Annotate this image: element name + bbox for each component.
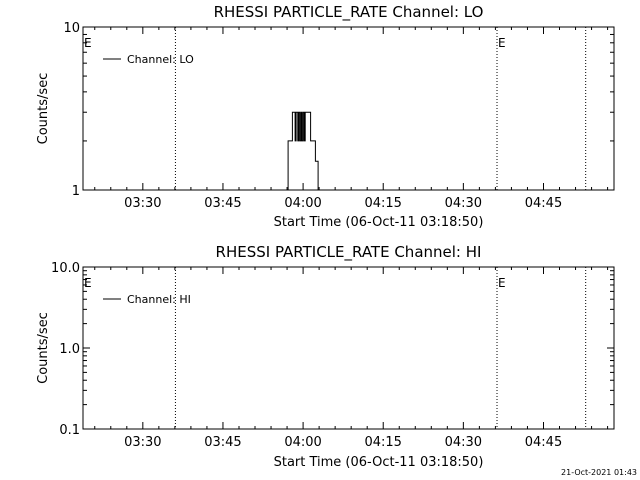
lo-x-tick-label: 04:45 bbox=[525, 196, 562, 211]
hi-axis-frame bbox=[82, 266, 615, 430]
lo-y-tick-label: 10 bbox=[63, 21, 80, 36]
hi-x-tick-label: 04:00 bbox=[284, 435, 321, 450]
lo-x-tick-label: 04:00 bbox=[284, 196, 321, 211]
hi-x-tick-label: 04:45 bbox=[525, 435, 562, 450]
lo-series-line bbox=[285, 111, 321, 191]
hi-x-axis-label: Start Time (06-Oct-11 03:18:50) bbox=[274, 455, 484, 470]
lo-x-tick-label: 04:30 bbox=[445, 196, 482, 211]
hi-y-tick-label: 0.1 bbox=[59, 423, 80, 438]
hi-legend-label: Channel: HI bbox=[127, 293, 191, 306]
lo-legend-label: Channel: LO bbox=[127, 53, 194, 66]
footer-timestamp: 21-Oct-2021 01:43 bbox=[561, 468, 637, 477]
hi-chart-title: RHESSI PARTICLE_RATE Channel: HI bbox=[216, 243, 482, 262]
lo-y-tick-label: 1 bbox=[72, 184, 80, 199]
lo-event-marker-label: E bbox=[84, 36, 92, 50]
lo-x-tick-label: 03:45 bbox=[204, 196, 241, 211]
hi-panel: RHESSI PARTICLE_RATE Channel: HI 03:30 03:… bbox=[36, 243, 615, 470]
lo-axis-frame bbox=[82, 26, 615, 191]
hi-event-marker-label: E bbox=[84, 276, 92, 290]
hi-event-marker-label: E bbox=[498, 276, 506, 290]
lo-chart-title: RHESSI PARTICLE_RATE Channel: LO bbox=[214, 3, 484, 22]
hi-x-tick-label: 04:30 bbox=[445, 435, 482, 450]
lo-x-tick-label: 04:15 bbox=[364, 196, 401, 211]
lo-y-axis-label: Counts/sec bbox=[36, 73, 51, 145]
lo-event-marker-label: E bbox=[498, 36, 506, 50]
hi-y-tick-label: 10.0 bbox=[51, 261, 80, 276]
hi-x-tick-label: 03:45 bbox=[204, 435, 241, 450]
hi-y-axis-label: Counts/sec bbox=[36, 312, 51, 384]
lo-x-axis-label: Start Time (06-Oct-11 03:18:50) bbox=[274, 215, 484, 230]
hi-y-tick-label: 1.0 bbox=[59, 342, 80, 357]
hi-x-tick-label: 04:15 bbox=[364, 435, 401, 450]
lo-panel: RHESSI PARTICLE_RATE Channel: LO 03:30 03:… bbox=[36, 3, 615, 230]
hi-x-tick-label: 03:30 bbox=[124, 435, 161, 450]
lo-x-tick-label: 03:30 bbox=[124, 196, 161, 211]
